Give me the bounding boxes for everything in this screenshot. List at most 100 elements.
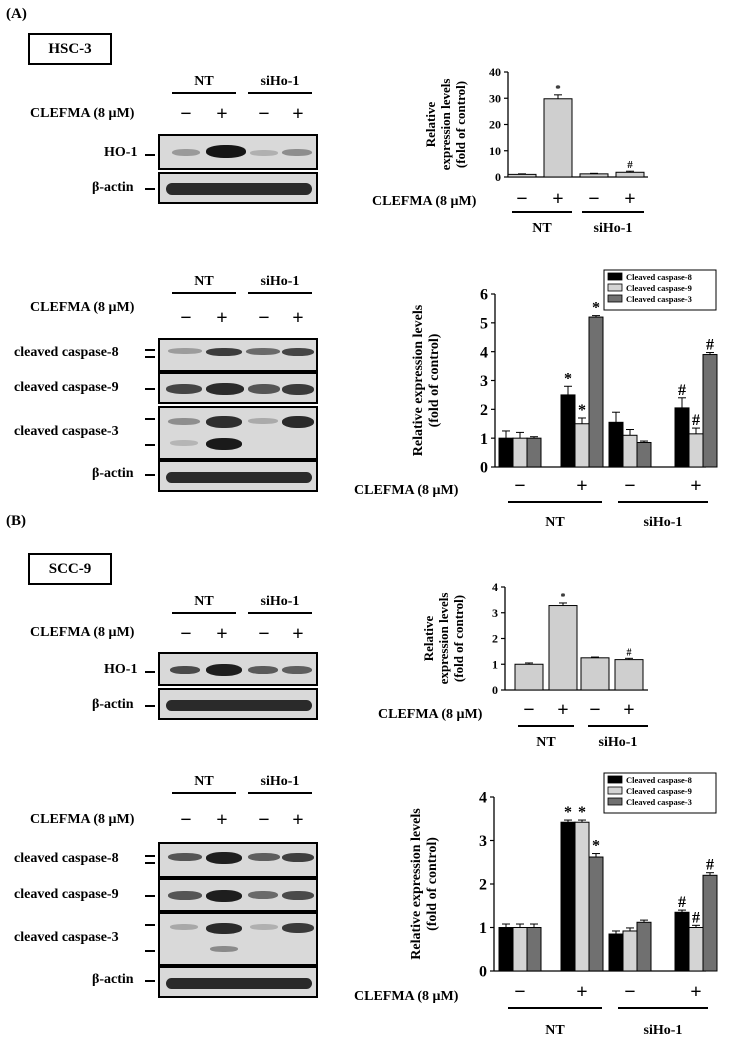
group-label-nt: NT [194,74,214,89]
row-label-caspase-8: cleaved caspase-8 [14,851,119,866]
y-axis-label: (fold of control) [425,837,440,931]
bar [636,921,652,972]
blot-caspase-3 [158,406,318,460]
sign-label: + [557,699,568,721]
y-tick-label: 2 [480,402,488,419]
blot-caspase-8 [158,338,318,372]
row-label-beta-actin: β-actin [92,697,134,712]
y-tick-label: 3 [492,606,498,620]
significance-mark: * [564,804,572,821]
bar [574,423,590,468]
significance-mark: # [678,894,686,911]
bar [608,933,624,972]
bar [548,605,578,691]
sign-label: + [690,981,701,1003]
sign-label: + [623,699,634,721]
bar [688,927,704,972]
sign-label: + [576,981,587,1003]
legend-swatch [607,775,623,784]
sign-lane-2: + [216,809,228,831]
significance-mark: # [706,857,714,874]
y-tick-label: 5 [480,315,488,332]
sign-lane-2: + [216,307,228,329]
bar [498,927,514,972]
blot-caspase-3 [158,912,318,966]
y-axis-label: expression levels [436,593,451,685]
bar [674,911,690,972]
sign-label: − [516,188,527,210]
panel-letter-b: (B) [6,513,26,529]
bar [614,659,644,691]
blot-beta-actin [158,688,318,720]
sign-lane-4: + [292,307,304,329]
row-label-caspase-3: cleaved caspase-3 [14,424,119,439]
sign-lane-2: + [216,103,228,125]
bar [702,354,718,468]
treatment-label: CLEFMA (8 μM) [30,300,135,315]
bar [512,927,528,972]
significance-mark: * [564,370,572,387]
sign-lane-3: − [258,623,270,645]
sign-lane-1: − [180,809,192,831]
blot-caspase-9 [158,372,318,404]
y-tick-label: 30 [489,91,501,105]
row-tick [145,855,155,857]
sign-lane-1: − [180,623,192,645]
treatment-label: CLEFMA (8 μM) [30,812,135,827]
y-tick-label: 10 [489,144,501,158]
group-label-nt: NT [194,274,214,289]
row-tick [145,895,155,897]
row-label-caspase-9: cleaved caspase-9 [14,887,119,902]
group-label: NT [536,735,556,750]
cell-line-label-a: HSC-3 [28,33,112,65]
row-tick [145,188,155,190]
legend-box [603,269,717,311]
y-tick-label: 1 [480,431,488,448]
y-tick-label: 2 [479,877,487,894]
row-tick [145,444,155,446]
significance-mark: * [555,83,561,95]
sign-lane-4: + [292,809,304,831]
legend-label: Cleaved caspase-9 [626,283,692,293]
group-label-nt: NT [194,774,214,789]
bar [512,437,528,468]
row-tick [145,862,155,864]
group-label-siho1: siHo-1 [260,594,300,609]
group-label-nt: NT [194,594,214,609]
y-tick-label: 4 [479,790,487,807]
sign-label: − [624,475,635,497]
y-tick-label: 0 [479,964,487,981]
group-label: siHo-1 [599,735,638,750]
sign-label: − [514,981,525,1003]
y-tick-label: 3 [480,373,488,390]
group-underline [172,292,236,294]
significance-mark: # [692,412,700,429]
row-label-caspase-3: cleaved caspase-3 [14,930,119,945]
sign-label: − [589,699,600,721]
treatment-label: CLEFMA (8 μM) [354,989,459,1004]
sign-label: − [588,188,599,210]
bar [579,173,609,178]
row-tick [145,474,155,476]
treatment-label: CLEFMA (8 μM) [30,106,135,121]
legend-swatch [607,294,623,303]
row-tick [145,356,155,358]
row-tick [145,924,155,926]
row-tick [145,349,155,351]
group-underline [248,792,312,794]
bar [543,98,573,178]
group-underline [172,792,236,794]
bar [514,663,544,691]
group-label: siHo-1 [644,1023,683,1038]
y-tick-label: 4 [492,580,498,594]
y-axis-label: (fold of control) [453,81,468,168]
bar [636,441,652,468]
sign-lane-3: − [258,307,270,329]
group-label: NT [545,1023,565,1038]
y-axis-label: expression levels [438,79,453,171]
blot-beta-actin [158,966,318,998]
y-tick-label: 0 [495,170,501,184]
group-label-siho1: siHo-1 [260,774,300,789]
row-tick [145,418,155,420]
